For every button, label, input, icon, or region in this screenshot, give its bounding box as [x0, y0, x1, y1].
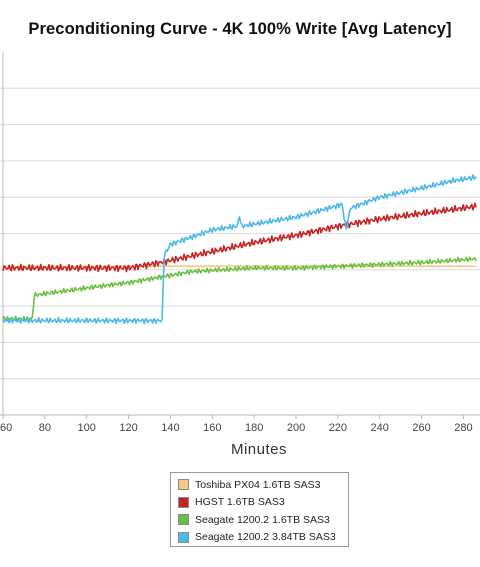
- x-tick-label: 180: [245, 422, 263, 434]
- legend-label: HGST 1.6TB SAS3: [195, 496, 285, 509]
- legend-swatch: [178, 531, 189, 543]
- legend-label: Seagate 1200.2 1.6TB SAS3: [195, 513, 330, 526]
- legend-swatch: [178, 514, 189, 526]
- x-tick-label: 80: [39, 422, 51, 434]
- x-tick-label: 140: [161, 422, 179, 434]
- legend-item-toshiba[interactable]: Toshiba PX04 1.6TB SAS3: [171, 476, 348, 494]
- x-tick-label: 240: [371, 422, 389, 434]
- chart-title: Preconditioning Curve - 4K 100% Write [A…: [28, 20, 452, 38]
- x-tick-label: 260: [412, 422, 430, 434]
- legend-label: Toshiba PX04 1.6TB SAS3: [195, 478, 321, 491]
- series-line-2: [2, 256, 477, 322]
- series-line-3: [2, 174, 477, 325]
- legend-label: Seagate 1200.2 3.84TB SAS3: [195, 531, 336, 544]
- x-tick-label: 100: [78, 422, 96, 434]
- legend-item-seagate-1-6tb[interactable]: Seagate 1200.2 1.6TB SAS3: [171, 511, 348, 529]
- x-tick-label: 220: [329, 422, 347, 434]
- legend-item-seagate-3-84tb[interactable]: Seagate 1200.2 3.84TB SAS3: [171, 529, 348, 547]
- x-tick-label: 280: [454, 422, 472, 434]
- chart-legend: Toshiba PX04 1.6TB SAS3 HGST 1.6TB SAS3 …: [170, 472, 349, 547]
- x-tick-label: 200: [287, 422, 305, 434]
- legend-item-hgst[interactable]: HGST 1.6TB SAS3: [171, 494, 348, 512]
- x-tick-label: 160: [203, 422, 221, 434]
- series-line-0: [2, 264, 477, 269]
- legend-swatch: [178, 496, 189, 508]
- x-tick-label: 120: [119, 422, 137, 434]
- legend-swatch: [178, 479, 189, 491]
- x-axis-label: Minutes: [230, 441, 288, 458]
- series-line-1: [2, 202, 477, 273]
- x-tick-label: 60: [0, 422, 12, 434]
